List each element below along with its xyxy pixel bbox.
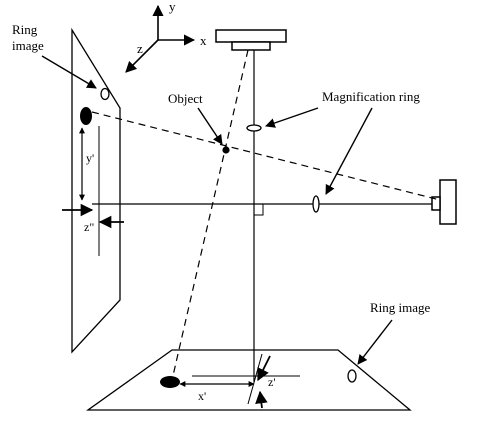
object-image-bottom (160, 376, 180, 388)
magnification-ring-leader-right (325, 107, 373, 195)
x-prime-label: x' (198, 389, 206, 403)
object-leader (197, 107, 223, 145)
x-axis-label: x (200, 33, 207, 48)
bottom-plane-slanted-rule (247, 353, 263, 405)
ring-image-left-leader (41, 55, 97, 89)
z-double-prime-label: z" (84, 220, 94, 234)
ring-image-bottom-leader (357, 319, 393, 365)
right-angle-marker (254, 204, 264, 216)
z-axis-label: z (137, 41, 143, 56)
dashed-ray-right (91, 111, 441, 201)
ring-image-left-label-line1: Ring (12, 22, 38, 37)
ring-image-bottom (347, 369, 357, 383)
magnification-ring-right (312, 195, 320, 213)
magnification-ring-top (246, 124, 262, 132)
object-image-left (80, 107, 92, 125)
coordinate-axes (125, 4, 196, 73)
z-prime-indicator (255, 355, 271, 409)
y-prime-label: y' (86, 151, 94, 165)
y-axis-label: y (169, 0, 176, 14)
magnification-ring-leader-top (265, 107, 319, 128)
left-image-plane (71, 27, 121, 354)
ring-image-bottom-label: Ring image (370, 300, 431, 315)
object-point (222, 146, 230, 154)
top-camera (215, 29, 287, 51)
object-label: Object (168, 91, 203, 106)
z-prime-label: z' (268, 375, 276, 389)
ring-image-left (100, 87, 110, 101)
ring-image-left-label-line2: image (12, 38, 44, 53)
bottom-image-plane (85, 349, 412, 411)
z-double-prime-indicator (62, 203, 124, 229)
z-axis-arrow (125, 39, 159, 73)
magnification-ring-label: Magnification ring (322, 89, 420, 104)
right-camera (431, 179, 457, 225)
dashed-ray-top (171, 49, 249, 381)
